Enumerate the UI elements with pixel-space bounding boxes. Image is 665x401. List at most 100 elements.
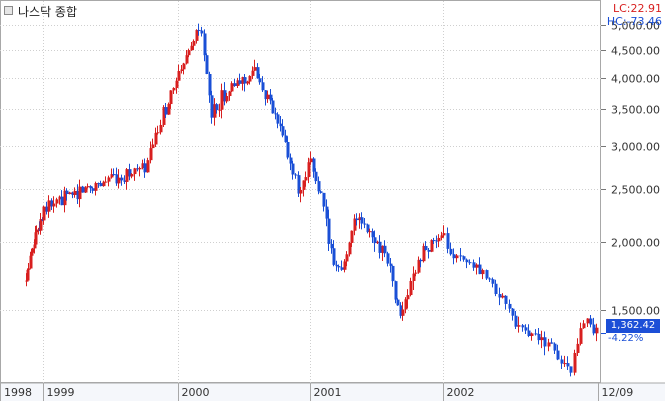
- candle-body: [381, 245, 385, 253]
- candle-body: [378, 241, 382, 253]
- candle-body: [348, 242, 352, 255]
- candle-body: [373, 237, 377, 244]
- candle-body: [228, 91, 232, 97]
- x-tick-label: 2002: [447, 386, 475, 399]
- candle-body: [136, 168, 140, 170]
- candle-body: [521, 325, 525, 328]
- candle-body: [223, 90, 227, 102]
- y-tick-label: 1,500.00: [611, 305, 660, 318]
- title-text: 나스닥 종합: [18, 5, 78, 19]
- candle-body: [50, 200, 54, 207]
- hc-label: HC:-73.46: [606, 15, 662, 28]
- candle-body: [86, 186, 90, 188]
- candle-body: [422, 245, 426, 262]
- candle-body: [391, 265, 395, 282]
- candle-body: [253, 67, 257, 71]
- candle-body: [182, 63, 186, 70]
- title-marker-icon: [4, 6, 13, 15]
- candle-body: [203, 33, 207, 56]
- candle-body: [236, 80, 240, 87]
- y-tick-label: 4,500.00: [611, 45, 660, 58]
- candle-body: [71, 192, 75, 195]
- candle-body: [284, 135, 288, 143]
- candle-body: [39, 219, 43, 231]
- candle-body: [107, 177, 111, 182]
- candle-body: [302, 180, 306, 190]
- candle-body: [317, 181, 321, 192]
- candle-body: [104, 181, 108, 183]
- candle-body: [76, 190, 80, 200]
- candle-body: [190, 45, 194, 51]
- candle-body: [449, 248, 453, 255]
- candle-body: [274, 113, 278, 115]
- candle-body: [276, 114, 280, 124]
- candle-body: [102, 181, 106, 187]
- candle-body: [197, 29, 201, 31]
- candle-body: [261, 82, 265, 91]
- candle-body: [389, 263, 393, 266]
- candle-body: [427, 250, 431, 252]
- price-axis-panel: [601, 0, 665, 401]
- candle-body: [440, 235, 444, 238]
- candle-body: [446, 233, 450, 249]
- candle-body: [325, 206, 329, 219]
- lc-label: LC:22.91: [612, 2, 662, 15]
- candle-body: [465, 259, 469, 263]
- candle-body: [312, 158, 316, 172]
- candle-body: [225, 96, 229, 102]
- candle-body: [394, 281, 398, 300]
- candle-body: [243, 77, 247, 84]
- candle-body: [149, 148, 153, 161]
- candle-body: [494, 283, 498, 295]
- y-tick-label: 3,000.00: [611, 141, 660, 154]
- candle-body: [213, 104, 217, 118]
- candle-body: [330, 243, 334, 249]
- candle-body: [556, 350, 560, 360]
- candle-body: [355, 218, 359, 221]
- plot-frame: [0, 0, 601, 383]
- candle-body: [266, 94, 270, 100]
- candle-body: [478, 264, 482, 275]
- candle-body: [294, 174, 298, 176]
- candle-body: [399, 305, 403, 316]
- candle-body: [210, 95, 214, 118]
- candle-body: [488, 278, 492, 280]
- candle-body: [569, 366, 573, 373]
- candle-body: [258, 78, 262, 83]
- candle-body: [566, 363, 570, 367]
- candle-body: [524, 327, 528, 331]
- candle-body: [589, 318, 593, 325]
- candle-body: [125, 169, 129, 182]
- candle-body: [508, 303, 512, 309]
- candle-body: [169, 90, 173, 105]
- candle-body: [91, 188, 95, 191]
- candle-body: [468, 262, 472, 264]
- last-price-label: 1,362.42: [606, 319, 660, 333]
- candle-body: [130, 174, 134, 177]
- candle-body: [309, 158, 313, 163]
- candle-body: [430, 240, 434, 252]
- candle-body: [133, 168, 137, 175]
- candle-body: [396, 299, 400, 306]
- y-tick-label: 2,500.00: [611, 184, 660, 197]
- candle-body: [307, 162, 311, 178]
- candle-body: [472, 262, 476, 268]
- candle-body: [112, 174, 116, 176]
- candle-body: [156, 132, 160, 134]
- candle-body: [514, 315, 518, 327]
- candle-body: [99, 183, 103, 187]
- candle-body: [553, 343, 557, 351]
- candle-body: [353, 218, 357, 231]
- candle-body: [363, 223, 367, 225]
- candle-body: [368, 231, 372, 233]
- candle-body: [286, 142, 290, 158]
- candle-body: [299, 189, 303, 194]
- candle-body: [89, 186, 93, 189]
- candle-body: [485, 270, 489, 279]
- candle-body: [401, 309, 405, 316]
- candle-body: [592, 324, 596, 334]
- candle-body: [404, 299, 408, 310]
- candle-body: [238, 80, 242, 84]
- candle-body: [314, 171, 318, 182]
- candle-body: [462, 256, 466, 260]
